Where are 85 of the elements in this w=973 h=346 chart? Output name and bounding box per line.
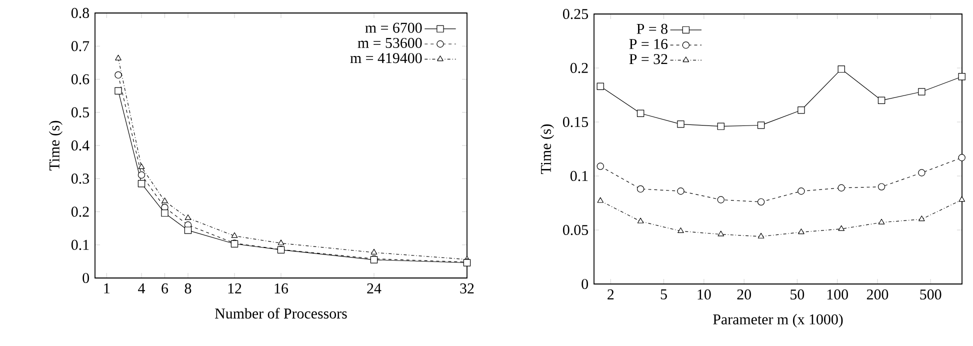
point: [878, 183, 886, 190]
point: [636, 185, 644, 193]
point: [677, 120, 684, 128]
point: [114, 87, 122, 94]
point: [958, 154, 966, 162]
y-tick-label: 0.5: [71, 107, 89, 118]
legend-label: m = 53600: [358, 38, 422, 48]
legend-label: P = 8: [636, 24, 668, 34]
legend-label: P = 32: [629, 54, 668, 64]
y-tick-label: 0.2: [71, 206, 89, 217]
point: [677, 188, 684, 195]
y-tick-label: 0.2: [570, 62, 588, 74]
point: [115, 54, 122, 60]
point: [838, 65, 845, 73]
point: [918, 88, 926, 96]
point: [138, 171, 146, 179]
point: [757, 122, 765, 129]
x-axis-title: Number of Processors: [215, 308, 347, 319]
y-tick-label: 0.25: [562, 8, 588, 20]
point: [138, 180, 146, 188]
x-tick-label: 4: [138, 283, 145, 294]
y-tick-label: 0.8: [71, 8, 90, 18]
point: [798, 228, 804, 234]
point: [161, 209, 168, 217]
y-tick-label: 0: [82, 272, 90, 284]
x-tick-label: 16: [274, 283, 288, 294]
point: [918, 169, 926, 176]
point: [838, 184, 845, 192]
point: [370, 248, 378, 254]
point: [637, 218, 644, 224]
y-tick-label: 0: [582, 278, 588, 290]
point: [958, 196, 966, 202]
point: [596, 162, 604, 170]
x-axis-title: Parameter m (x 1000): [713, 314, 843, 328]
point: [718, 230, 724, 236]
x-tick-label: 24: [367, 283, 382, 294]
point: [636, 110, 644, 117]
legend-label: m = 6700: [365, 22, 422, 33]
x-tick-label: 20: [737, 289, 751, 300]
point: [114, 71, 122, 79]
y-axis-title: Time (s): [540, 124, 554, 174]
point: [596, 82, 604, 90]
x-tick-label: 8: [184, 283, 192, 294]
point: [717, 196, 724, 204]
y-tick-label: 0.15: [562, 116, 588, 128]
point: [878, 218, 885, 224]
point: [678, 227, 684, 234]
point: [184, 226, 192, 234]
point: [597, 197, 604, 203]
point: [231, 232, 238, 238]
point: [277, 246, 285, 254]
x-tick-label: 12: [228, 283, 242, 294]
y-tick-label: 0.4: [71, 140, 90, 151]
point: [798, 188, 805, 195]
y-tick-label: 0.1: [570, 170, 588, 182]
y-tick-label: 0.05: [562, 224, 588, 236]
point: [717, 122, 724, 130]
point: [838, 225, 845, 231]
x-tick-label: 10: [698, 289, 711, 300]
point: [184, 214, 192, 220]
point: [278, 240, 284, 246]
point: [798, 106, 805, 114]
point: [757, 198, 765, 206]
x-tick-label: 50: [790, 289, 804, 300]
legend-label: m = 419400: [350, 53, 422, 64]
y-tick-label: 0.3: [71, 174, 89, 184]
x-tick-label: 100: [827, 289, 848, 300]
x-tick-label: 6: [162, 283, 168, 294]
point: [918, 216, 925, 222]
y-tick-label: 0.1: [71, 240, 89, 250]
point: [138, 163, 145, 169]
x-tick-label: 1: [104, 283, 110, 294]
point: [878, 96, 886, 104]
y-tick-label: 0.7: [71, 41, 90, 52]
point: [758, 232, 764, 238]
x-tick-label: 2: [608, 289, 614, 300]
legend-label: P = 16: [629, 39, 668, 50]
y-tick-label: 0.6: [71, 74, 90, 84]
x-tick-label: 500: [920, 289, 942, 300]
point: [162, 198, 168, 204]
point: [958, 73, 966, 80]
x-tick-label: 32: [460, 283, 474, 294]
x-tick-label: 200: [866, 289, 888, 300]
x-tick-label: 5: [660, 289, 667, 300]
y-axis-title: Time (s): [48, 120, 62, 170]
